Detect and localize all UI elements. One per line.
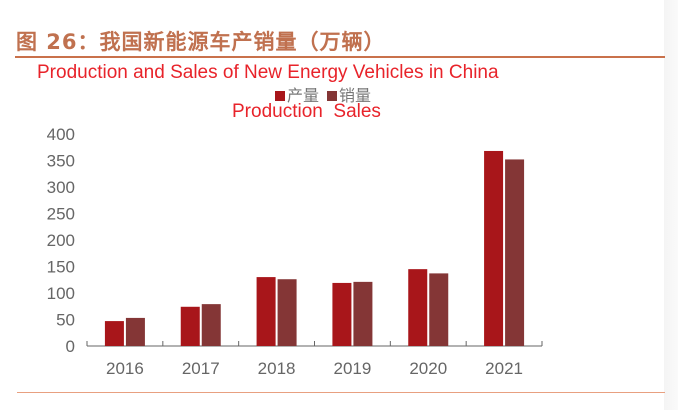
x-tick-label: 2018 bbox=[258, 359, 296, 378]
bar-production-2017 bbox=[180, 306, 200, 346]
y-tick-label: 0 bbox=[66, 337, 75, 356]
x-tick-label: 2021 bbox=[485, 359, 523, 378]
y-tick-label: 200 bbox=[47, 231, 75, 250]
bar-production-2020 bbox=[408, 269, 428, 346]
bar-sales-2017 bbox=[201, 304, 221, 346]
legend: 产量 销量 bbox=[275, 82, 371, 106]
bar-sales-2018 bbox=[277, 279, 297, 346]
english-title-annotation: Production and Sales of New Energy Vehic… bbox=[37, 62, 499, 83]
x-tick-label: 2020 bbox=[409, 359, 447, 378]
bar-production-2021 bbox=[484, 150, 504, 346]
legend-swatch-production bbox=[275, 91, 285, 101]
y-tick-label: 300 bbox=[47, 178, 75, 197]
bottom-divider bbox=[17, 392, 665, 393]
y-tick-label: 250 bbox=[47, 205, 75, 224]
x-tick-label: 2016 bbox=[106, 359, 144, 378]
bar-production-2019 bbox=[332, 282, 352, 346]
bar-sales-2021 bbox=[505, 159, 525, 346]
title-divider bbox=[15, 56, 665, 58]
bar-sales-2020 bbox=[429, 273, 449, 346]
x-tick-label: 2019 bbox=[334, 359, 372, 378]
legend-label-sales: 销量 bbox=[339, 86, 372, 105]
x-tick-label: 2017 bbox=[182, 359, 220, 378]
bar-sales-2016 bbox=[125, 317, 145, 346]
legend-swatch-sales bbox=[327, 91, 338, 101]
y-tick-label: 150 bbox=[47, 258, 75, 277]
bar-sales-2019 bbox=[353, 281, 373, 346]
legend-label-production: 产量 bbox=[287, 86, 320, 105]
y-tick-label: 50 bbox=[56, 311, 75, 330]
legend-item-production: 产量 bbox=[275, 82, 319, 106]
legend-item-sales: 销量 bbox=[327, 82, 371, 106]
page-edge-shadow bbox=[664, 0, 678, 410]
english-legend-annotation: Production Sales bbox=[232, 101, 381, 122]
y-tick-label: 350 bbox=[47, 152, 75, 171]
y-tick-label: 100 bbox=[47, 284, 75, 303]
y-tick-label: 400 bbox=[47, 125, 75, 144]
bar-production-2016 bbox=[104, 321, 124, 346]
figure-title: 图 26：我国新能源车产销量（万辆） bbox=[16, 30, 386, 54]
bar-production-2018 bbox=[256, 277, 276, 346]
